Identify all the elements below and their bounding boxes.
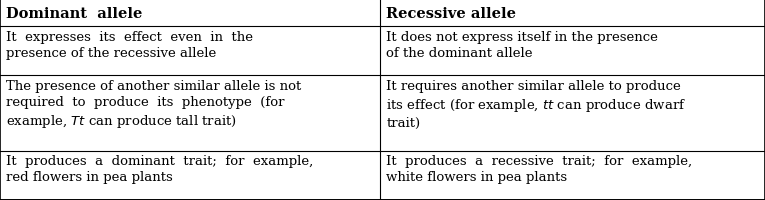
Text: It requires another similar allele to produce
its effect (for example, $\mathit{: It requires another similar allele to pr… [386, 80, 686, 129]
Text: Recessive allele: Recessive allele [386, 7, 516, 20]
Text: It does not express itself in the presence
of the dominant allele: It does not express itself in the presen… [386, 31, 658, 59]
Text: It  produces  a  dominant  trait;  for  example,
red flowers in pea plants: It produces a dominant trait; for exampl… [6, 155, 314, 183]
Text: It  produces  a  recessive  trait;  for  example,
white flowers in pea plants: It produces a recessive trait; for examp… [386, 155, 692, 183]
Text: It  expresses  its  effect  even  in  the
presence of the recessive allele: It expresses its effect even in the pres… [6, 31, 253, 59]
Text: Dominant  allele: Dominant allele [6, 7, 142, 20]
Text: The presence of another similar allele is not
required  to  produce  its  phenot: The presence of another similar allele i… [6, 80, 301, 129]
